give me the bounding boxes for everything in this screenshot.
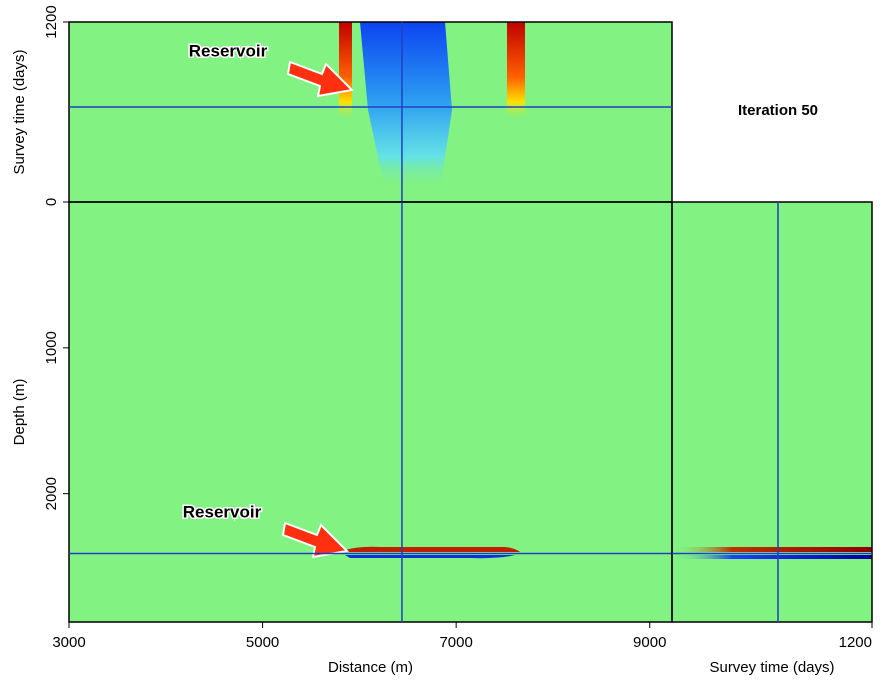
red-stripe (507, 22, 525, 122)
y-axis-label: Depth (m) (11, 379, 28, 446)
reservoir-blue (345, 555, 515, 559)
y-tick-label: 0 (43, 198, 60, 206)
annotation: Reservoir (183, 502, 262, 521)
image-main (69, 202, 672, 622)
x-axis-label: Distance (m) (328, 659, 413, 676)
x-axis-label: Survey time (days) (709, 659, 834, 676)
reservoir-blue (672, 555, 872, 559)
x-tick-label: 7000 (439, 634, 472, 651)
annotation: Reservoir (189, 41, 268, 60)
title: Iteration 50 (738, 102, 818, 119)
plume (360, 22, 452, 190)
arrow (286, 60, 355, 98)
x-tick-label: 1200 (839, 634, 872, 651)
reservoir-red (672, 547, 872, 552)
panel-frame (671, 201, 873, 623)
y-tick-label: 2000 (43, 477, 60, 510)
y-tick-label: 1000 (43, 331, 60, 364)
panel-images (69, 22, 872, 622)
x-tick-label: 5000 (246, 634, 279, 651)
reservoir-red (345, 546, 520, 552)
y-tick-label: 1200 (43, 5, 60, 38)
x-tick-label: 9000 (633, 634, 666, 651)
red-stripe (339, 22, 352, 122)
y-axis-label: Survey time (days) (11, 49, 28, 174)
x-tick-label: 3000 (52, 634, 85, 651)
